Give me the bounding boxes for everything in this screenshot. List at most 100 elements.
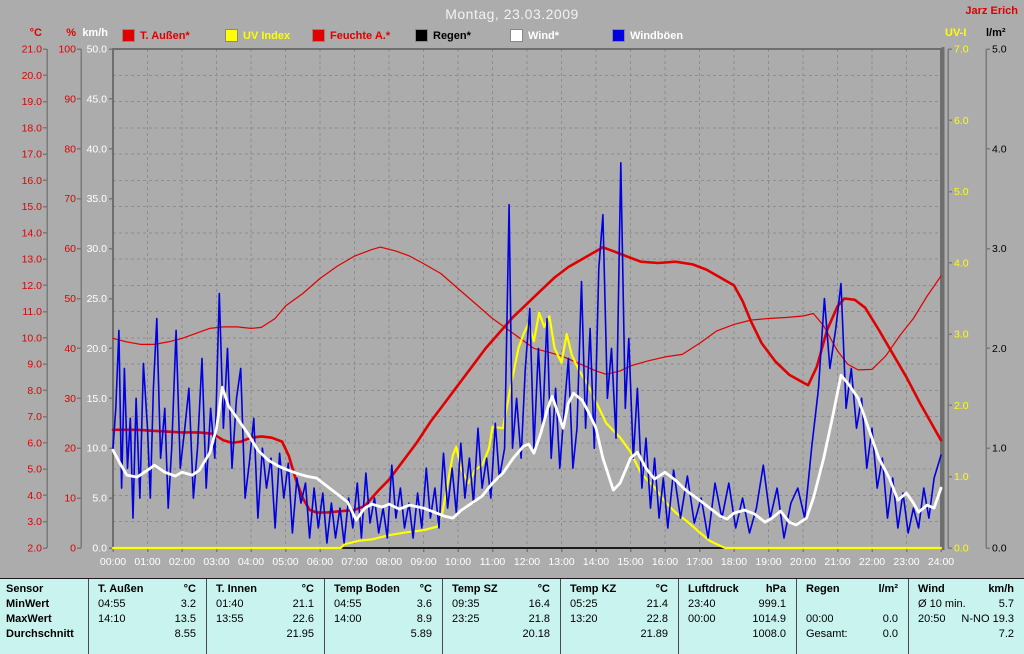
tick-label-c: 9.0 [27,359,42,371]
tick-label-kmh: 25.0 [87,293,108,305]
weather-chart: 2.0 3.0 4.0 5.0 6.0 7.0 8.0 9.0 10.0 11.0 12.0 13.0… [22,44,1007,569]
x-axis-label: 10:00 [445,556,471,568]
table-header-name: Luftdruck [688,583,739,595]
x-axis-label: 23:00 [893,556,919,568]
table-max-value: 13.5 [174,613,196,625]
series-windboeen [112,162,942,544]
table-avg-value: 21.95 [286,628,314,640]
series-t-aussen [111,246,943,514]
x-axis-label: 13:00 [548,556,574,568]
x-axis-label: 03:00 [203,556,229,568]
tick-label-uv: 4.0 [954,257,969,269]
tick-label-lm2: 4.0 [992,143,1007,155]
tick-label-pct: 70 [64,193,76,205]
x-axis-label: 04:00 [238,556,264,568]
axis-unit-pct: % [66,27,76,39]
tick-label-c: 21.0 [22,44,43,56]
tick-label-c: 5.0 [27,464,42,476]
table-max-time: 13:20 [570,613,598,625]
tick-label-kmh: 30.0 [87,243,108,255]
table-max-time: 20:50 [918,613,946,625]
table-header-unit: °C [301,583,314,595]
table-header-unit: °C [655,583,668,595]
tick-label-pct: 20 [64,443,76,455]
tick-label-c: 19.0 [22,96,43,108]
tick-label-lm2: 1.0 [992,443,1007,455]
table-max-value: 22.6 [292,613,314,625]
legend-label-uv-index: UV Index [243,29,291,42]
legend-label-windboeen: Windböen [630,29,684,42]
table-max-time: 00:00 [688,613,716,625]
table-row-label: MaxWert [6,613,52,625]
table-max-time: 14:00 [334,613,362,625]
x-axis-label: 12:00 [514,556,540,568]
tick-label-lm2: 3.0 [992,243,1007,255]
chart-legend: T. Außen* UV Index Feuchte A.* Regen* Wind* W… [0,29,1024,43]
legend-label-regen: Regen* [433,29,471,42]
tick-label-kmh: 15.0 [87,393,108,405]
table-header-name: Temp Boden [334,583,400,595]
table-min-time: 01:40 [216,598,244,610]
table-row-label: Durchschnitt [6,628,74,640]
table-min-value: 21.4 [646,598,668,610]
legend-item-t-aussen: T. Außen* [122,29,190,42]
table-header-unit: l/m² [878,583,898,595]
tick-label-c: 11.0 [22,306,42,318]
table-max-time: 00:00 [806,613,834,625]
tick-label-uv: 7.0 [954,44,969,56]
table-max-time: 14:10 [98,613,126,625]
table-row-label: Sensor [6,583,44,595]
table-min-time: Ø 10 min. [918,598,966,610]
tick-label-pct: 90 [64,93,76,105]
table-avg-value: 21.89 [640,628,668,640]
tick-label-c: 15.0 [22,201,43,213]
tick-label-uv: 6.0 [954,115,969,127]
table-max-value: N-NO 19.3 [961,613,1014,625]
tick-label-c: 13.0 [22,254,43,266]
tick-label-kmh: 45.0 [87,93,108,105]
table-header-unit: hPa [765,583,786,595]
tick-label-pct: 40 [64,343,76,355]
tick-label-lm2: 0.0 [992,543,1007,555]
user-name: Jarz Erich [965,5,1018,17]
table-column-separator [442,579,443,654]
legend-swatch-regen [415,29,428,42]
table-avg-time: Gesamt: [806,628,848,640]
tick-label-kmh: 50.0 [87,44,108,56]
tick-label-pct: 10 [64,493,76,505]
tick-label-c: 17.0 [22,149,43,161]
x-axis-label: 08:00 [376,556,402,568]
tick-label-c: 3.0 [27,516,42,528]
x-axis-label: 21:00 [824,556,850,568]
table-column-separator [908,579,909,654]
legend-swatch-wind [510,29,523,42]
table-column-separator [678,579,679,654]
x-axis-label: 07:00 [341,556,367,568]
table-header-unit: °C [183,583,196,595]
x-axis-label: 19:00 [755,556,781,568]
x-axis-label: 06:00 [307,556,333,568]
tick-label-lm2: 2.0 [992,343,1007,355]
legend-swatch-t-aussen [122,29,135,42]
table-avg-value: 0.0 [882,628,898,640]
table-min-value: 16.4 [528,598,550,610]
table-header-unit: °C [419,583,432,595]
table-header-name: T. Innen [216,583,257,595]
tick-label-kmh: 40.0 [87,143,108,155]
table-min-time: 23:40 [688,598,716,610]
legend-swatch-uv-index [225,29,238,42]
tick-label-pct: 50 [64,293,76,305]
legend-label-feuchte: Feuchte A.* [330,29,391,42]
table-min-value: 999.1 [758,598,786,610]
tick-label-lm2: 5.0 [992,44,1007,56]
x-axis-label: 11:00 [480,556,506,568]
tick-label-kmh: 35.0 [87,193,108,205]
series-wind [111,373,943,527]
legend-swatch-feuchte [312,29,325,42]
x-axis-label: 02:00 [169,556,195,568]
table-max-value: 21.8 [528,613,550,625]
table-header-name: Wind [918,583,945,595]
legend-item-uv-index: UV Index [225,29,290,42]
tick-label-pct: 0 [70,543,76,555]
table-avg-value: 20.18 [522,628,550,640]
